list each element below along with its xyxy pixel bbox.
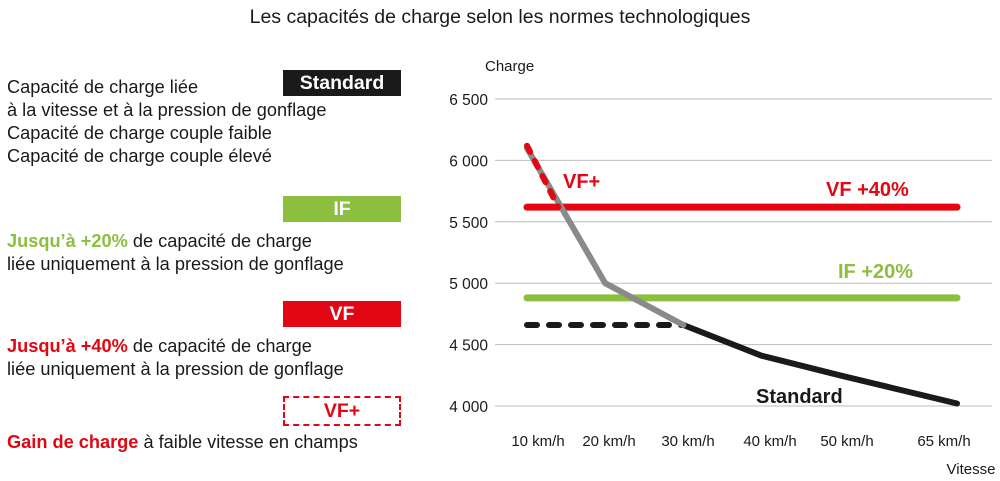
series-label-vfplus: VF+ (563, 171, 600, 193)
y-tick-label-4000: 4 000 (449, 399, 488, 416)
x-tick-label-4: 50 km/h (820, 433, 873, 450)
if-line-1: Jusqu’à +20% de capacité de charge (7, 230, 312, 253)
x-tick-label-2: 30 km/h (661, 433, 714, 450)
vf-line-1: Jusqu’à +40% de capacité de charge (7, 335, 312, 358)
badge-vfplus: VF+ (283, 396, 401, 426)
series-label-if: IF +20% (838, 261, 913, 283)
series-label-vf: VF +40% (826, 179, 909, 201)
x-tick-label-3: 40 km/h (743, 433, 796, 450)
x-tick-label-5: 65 km/h (917, 433, 970, 450)
y-axis-label: Charge (485, 58, 534, 75)
x-tick-label-1: 20 km/h (582, 433, 635, 450)
y-tick-label-5500: 5 500 (449, 215, 488, 232)
badge-standard: Standard (283, 70, 401, 96)
badge-vf: VF (283, 301, 401, 327)
if-line-1-rest: de capacité de charge (127, 231, 312, 251)
y-tick-label-5000: 5 000 (449, 276, 488, 293)
x-tick-label-0: 10 km/h (511, 433, 564, 450)
legend-panel: Standard Capacité de charge liée à la vi… (0, 0, 420, 481)
if-line-2: liée uniquement à la pression de gonflag… (7, 254, 344, 274)
x-axis-label: Vitesse (947, 461, 995, 478)
vfplus-highlight: Gain de charge (7, 432, 139, 452)
load-chart: Charge 4 000 4 500 5 000 5 500 6 000 6 500 10 k… (449, 58, 995, 478)
vf-line-1-rest: de capacité de charge (127, 336, 312, 356)
standard-line-2: à la vitesse et à la pression de gonflag… (7, 100, 327, 120)
standard-line-1: Capacité de charge liée (7, 77, 199, 97)
y-tick-label-6500: 6 500 (449, 92, 488, 109)
vf-line-2: liée uniquement à la pression de gonflag… (7, 359, 344, 379)
standard-line-3: Capacité de charge couple faible (7, 123, 272, 143)
if-highlight: Jusqu’à +20% (7, 231, 128, 251)
badge-if: IF (283, 196, 401, 222)
chart-title: Les capacités de charge selon les normes… (249, 6, 751, 28)
series-label-standard: Standard (756, 386, 843, 408)
y-tick-label-6000: 6 000 (449, 153, 488, 170)
vfplus-line-1: Gain de charge à faible vitesse en champ… (7, 431, 358, 454)
y-tick-label-4500: 4 500 (449, 338, 488, 355)
series-vfplus (524, 142, 562, 211)
vfplus-line-1-rest: à faible vitesse en champs (138, 432, 358, 452)
standard-line-4: Capacité de charge couple élevé (7, 146, 272, 166)
series-standard (680, 322, 960, 407)
vf-highlight: Jusqu’à +40% (7, 336, 128, 356)
